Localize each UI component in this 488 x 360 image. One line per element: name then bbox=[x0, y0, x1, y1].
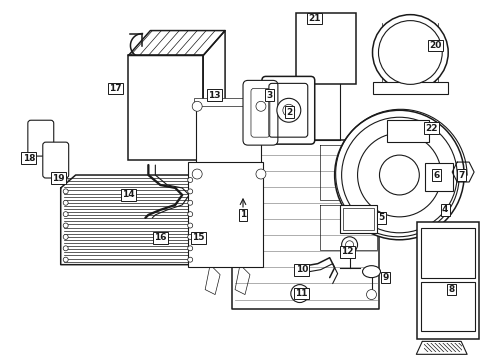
Bar bbox=[421, 228, 474, 278]
Text: 1: 1 bbox=[240, 210, 245, 219]
Circle shape bbox=[187, 223, 192, 228]
Bar bbox=[196, 100, 261, 180]
Circle shape bbox=[63, 212, 68, 217]
Text: 14: 14 bbox=[122, 190, 135, 199]
Circle shape bbox=[290, 285, 308, 302]
Circle shape bbox=[372, 15, 447, 90]
Text: 5: 5 bbox=[378, 213, 384, 222]
Bar bbox=[342, 208, 374, 230]
Circle shape bbox=[379, 155, 419, 195]
Circle shape bbox=[187, 200, 192, 205]
Circle shape bbox=[334, 110, 463, 240]
Text: 13: 13 bbox=[207, 91, 220, 100]
FancyBboxPatch shape bbox=[262, 76, 314, 144]
Bar bbox=[425, 163, 452, 191]
Circle shape bbox=[341, 237, 357, 253]
Circle shape bbox=[282, 104, 294, 116]
Circle shape bbox=[192, 169, 202, 179]
Circle shape bbox=[63, 177, 68, 183]
Bar bbox=[194, 174, 263, 182]
Circle shape bbox=[63, 189, 68, 194]
Circle shape bbox=[192, 101, 202, 111]
Text: 16: 16 bbox=[154, 233, 166, 242]
Bar bbox=[128, 55, 203, 160]
Text: 19: 19 bbox=[52, 174, 65, 183]
Text: 4: 4 bbox=[441, 206, 447, 215]
Circle shape bbox=[294, 289, 304, 298]
Circle shape bbox=[366, 289, 376, 300]
Circle shape bbox=[255, 169, 265, 179]
Text: 8: 8 bbox=[447, 285, 453, 294]
Circle shape bbox=[255, 101, 265, 111]
Circle shape bbox=[63, 246, 68, 251]
Text: 12: 12 bbox=[341, 247, 353, 256]
Bar bbox=[188, 162, 263, 267]
Circle shape bbox=[63, 200, 68, 205]
FancyBboxPatch shape bbox=[28, 120, 54, 156]
Circle shape bbox=[187, 189, 192, 194]
Text: 2: 2 bbox=[286, 108, 292, 117]
Bar bbox=[386, 120, 428, 142]
Ellipse shape bbox=[362, 266, 380, 278]
Text: 21: 21 bbox=[308, 14, 320, 23]
Circle shape bbox=[187, 234, 192, 239]
Circle shape bbox=[276, 98, 300, 122]
Circle shape bbox=[378, 21, 441, 84]
FancyBboxPatch shape bbox=[243, 80, 277, 145]
Text: 11: 11 bbox=[295, 289, 307, 298]
Text: 7: 7 bbox=[457, 171, 464, 180]
Bar bbox=[295, 13, 355, 84]
Bar bbox=[416, 222, 478, 339]
Text: 10: 10 bbox=[295, 265, 307, 274]
Circle shape bbox=[187, 177, 192, 183]
Circle shape bbox=[63, 234, 68, 239]
Text: 6: 6 bbox=[432, 171, 439, 180]
Circle shape bbox=[63, 257, 68, 262]
FancyBboxPatch shape bbox=[42, 142, 68, 178]
Circle shape bbox=[187, 212, 192, 217]
Text: 9: 9 bbox=[382, 273, 388, 282]
Text: 3: 3 bbox=[266, 91, 272, 100]
Circle shape bbox=[345, 241, 353, 249]
Bar bbox=[339, 205, 377, 233]
Text: 15: 15 bbox=[191, 233, 204, 242]
Circle shape bbox=[63, 223, 68, 228]
Bar bbox=[421, 282, 474, 332]
Bar bbox=[194, 98, 263, 106]
Text: 22: 22 bbox=[424, 124, 437, 133]
Text: 18: 18 bbox=[22, 154, 35, 163]
Text: 20: 20 bbox=[428, 41, 441, 50]
Circle shape bbox=[187, 246, 192, 251]
Bar bbox=[372, 82, 447, 94]
Circle shape bbox=[187, 257, 192, 262]
Text: 17: 17 bbox=[109, 84, 122, 93]
